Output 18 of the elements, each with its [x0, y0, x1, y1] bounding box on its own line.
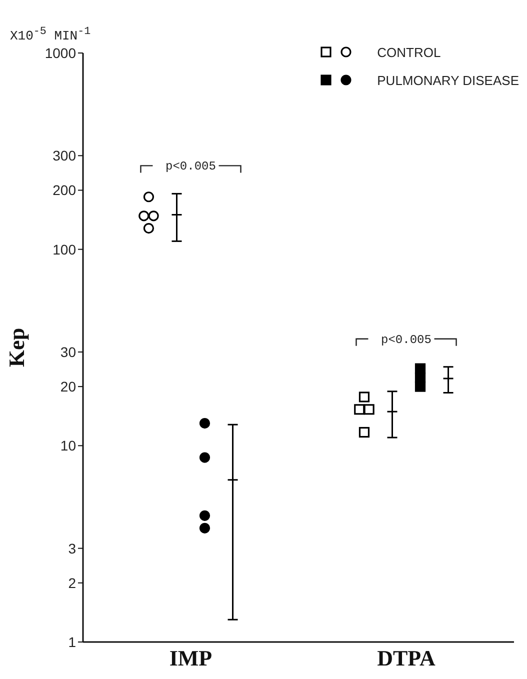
x-tick-label: DTPA [377, 646, 436, 671]
y-tick-label: 200 [52, 182, 76, 198]
y-tick-label: 3 [68, 540, 76, 556]
annotation: p<0.005 [381, 332, 432, 347]
y-tick-label: 100 [52, 241, 76, 258]
y-tick-label: 10 [60, 438, 76, 454]
y-axis-title: Kep [4, 328, 29, 368]
legend-label: CONTROL [377, 44, 441, 60]
y-tick-label: 1 [68, 634, 76, 650]
text: X10$^{-5}$ MIN$^{-1}$ [10, 26, 91, 44]
annotation: p<0.005 [166, 160, 216, 174]
y-tick-label: 30 [60, 344, 76, 360]
y-tick-label: 1000 [44, 44, 76, 61]
y-tick-label: 2 [68, 574, 76, 591]
y-tick-label: 300 [52, 148, 76, 164]
legend-label: PULMONARY DISEASE [377, 72, 519, 88]
y-tick-label: 20 [60, 378, 76, 395]
x-tick-label: IMP [169, 646, 212, 671]
